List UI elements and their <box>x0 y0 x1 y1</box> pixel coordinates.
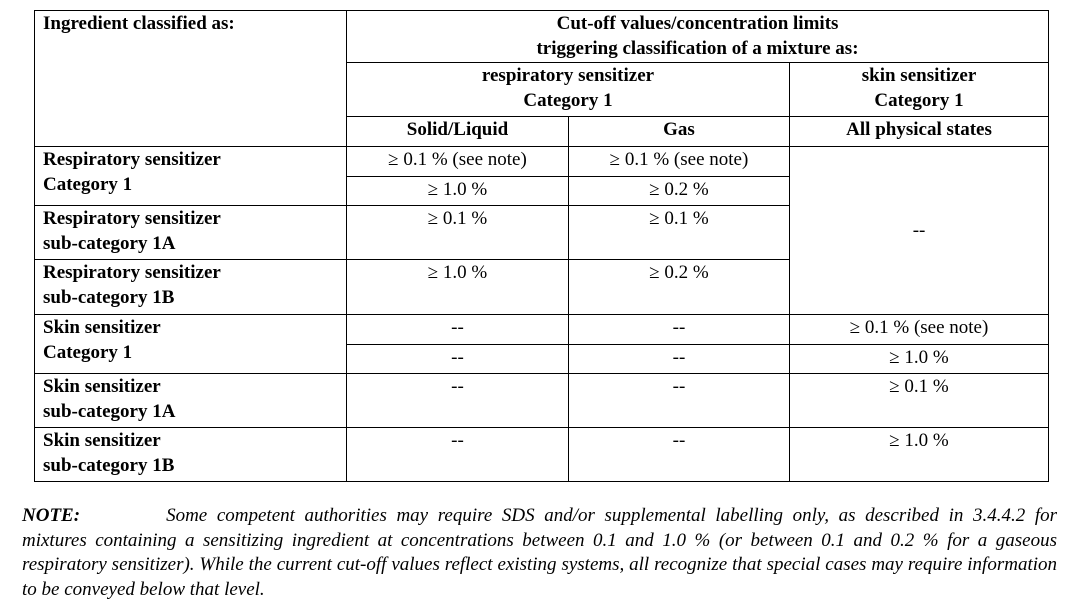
cell-solid: ≥ 1.0 % <box>346 176 569 206</box>
note-label: NOTE: <box>22 505 81 526</box>
row-label: Skin sensitizer sub-category 1B <box>34 427 347 482</box>
cell-skin: ≥ 1.0 % <box>788 427 1050 482</box>
cell-solid: ≥ 0.1 % (see note) <box>346 146 569 177</box>
header-solid-liquid: Solid/Liquid <box>346 116 569 147</box>
header-cutoff-line1: Cut-off values/concentration limits <box>556 13 839 34</box>
table-row: ≥ 1.0 % ≥ 0.2 % <box>35 176 1049 206</box>
header-gas: Gas <box>568 116 790 147</box>
header-skin-line1: skin sensitizer <box>861 65 977 86</box>
cell-gas: ≥ 0.2 % <box>568 176 790 206</box>
table-row: Respiratory sensitizer Category 1 ≥ 0.1 … <box>34 146 1050 315</box>
header-row-3: Solid/Liquid Gas All physical states <box>35 116 1050 147</box>
table-row: Skin sensitizer Category 1 -- -- ≥ 0.1 %… <box>34 314 1050 374</box>
table-row: Respiratory sensitizer sub-category 1B ≥… <box>34 259 1049 315</box>
cell-solid: -- <box>346 344 569 374</box>
header-respiratory-line1: respiratory sensitizer <box>481 65 655 86</box>
header-cutoff-line2: triggering classification of a mixture a… <box>536 38 859 59</box>
header-row-1: Ingredient classified as: Cut-off values… <box>34 10 1050 147</box>
table-row: -- -- ≥ 1.0 % <box>35 344 1050 374</box>
header-respiratory-line2: Category 1 <box>523 90 613 111</box>
cell-gas: -- <box>568 314 790 345</box>
cell-skin: ≥ 0.1 % (see note) <box>788 314 1050 345</box>
header-skin: skin sensitizer Category 1 <box>788 62 1050 117</box>
cell-gas: ≥ 0.2 % <box>568 259 790 315</box>
cell-solid: -- <box>346 314 569 345</box>
cutoff-values-table: Ingredient classified as: Cut-off values… <box>34 10 1050 482</box>
cell-gas: -- <box>568 344 790 374</box>
table-row: Skin sensitizer sub-category 1B -- -- ≥ … <box>34 427 1050 482</box>
note-paragraph: NOTE: Some competent authorities may requ… <box>22 504 1057 602</box>
note-text: Some competent authorities may require S… <box>22 505 1057 600</box>
row-label: Skin sensitizer Category 1 <box>34 314 347 374</box>
cell-skin: ≥ 1.0 % <box>788 344 1050 374</box>
table-row: Skin sensitizer sub-category 1A -- -- ≥ … <box>34 373 1050 428</box>
header-ingredient: Ingredient classified as: <box>34 10 347 147</box>
cell-gas: ≥ 0.1 % <box>568 205 790 260</box>
row-label: Skin sensitizer sub-category 1A <box>34 373 347 428</box>
cell-solid: -- <box>346 427 569 482</box>
row-label: Respiratory sensitizer sub-category 1A <box>34 205 347 260</box>
cell-gas: -- <box>568 427 790 482</box>
header-ingredient-label: Ingredient classified as: <box>43 13 235 34</box>
header-all-states: All physical states <box>788 116 1050 147</box>
cell-solid: -- <box>346 373 569 428</box>
row-label: Respiratory sensitizer sub-category 1B <box>34 259 347 315</box>
cell-solid: ≥ 1.0 % <box>346 259 569 315</box>
cell-gas: ≥ 0.1 % (see note) <box>568 146 790 177</box>
row-label: Respiratory sensitizer Category 1 <box>34 146 347 206</box>
header-respiratory: respiratory sensitizer Category 1 <box>346 62 790 117</box>
cell-skin: ≥ 0.1 % <box>788 373 1050 428</box>
cell-skin-merged: -- <box>788 146 1050 315</box>
table-row: Respiratory sensitizer sub-category 1A ≥… <box>34 205 1049 260</box>
cell-solid: ≥ 0.1 % <box>346 205 569 260</box>
header-row-2: respiratory sensitizer Category 1 skin s… <box>35 62 1050 117</box>
cell-gas: -- <box>568 373 790 428</box>
header-skin-line2: Category 1 <box>874 90 964 111</box>
header-cutoff: Cut-off values/concentration limits trig… <box>345 10 1050 63</box>
